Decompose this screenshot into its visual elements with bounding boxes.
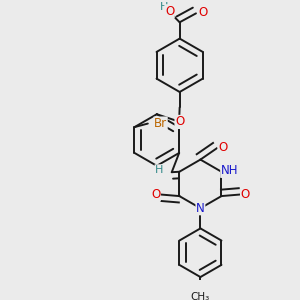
Text: NH: NH bbox=[221, 164, 238, 177]
Text: H: H bbox=[160, 2, 168, 12]
Text: N: N bbox=[196, 202, 205, 215]
Text: O: O bbox=[175, 116, 184, 128]
Text: H: H bbox=[155, 165, 164, 175]
Text: O: O bbox=[241, 188, 250, 201]
Text: CH₃: CH₃ bbox=[191, 292, 210, 300]
Text: O: O bbox=[198, 6, 207, 19]
Text: O: O bbox=[165, 5, 174, 18]
Text: Br: Br bbox=[154, 117, 167, 130]
Text: O: O bbox=[218, 141, 227, 154]
Text: O: O bbox=[151, 188, 160, 201]
